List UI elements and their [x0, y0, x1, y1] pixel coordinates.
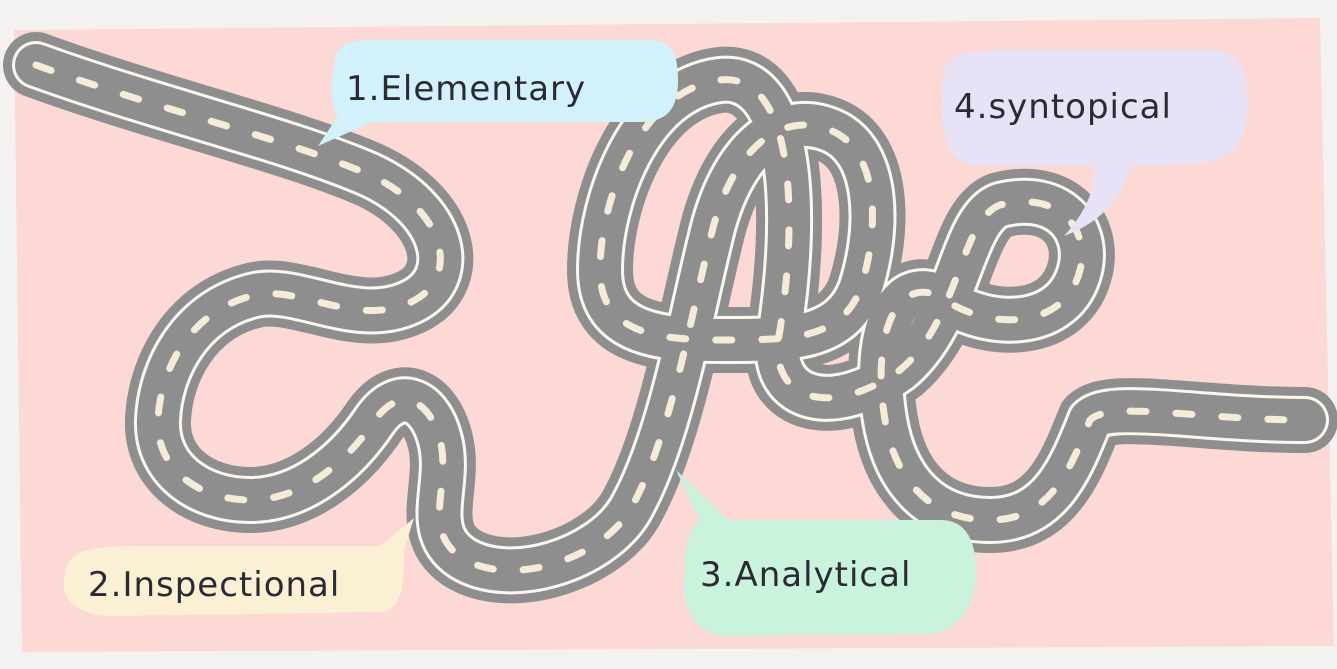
bubble-elementary-shape	[318, 40, 678, 146]
bubble-elementary: 1.Elementary	[318, 40, 678, 146]
bubble-analytical-label: 3.Analytical	[700, 555, 911, 595]
bubble-inspectional: 2.Inspectional	[63, 518, 414, 616]
bubble-elementary-label: 1.Elementary	[346, 69, 586, 109]
bubble-syntopical-shape	[942, 50, 1248, 236]
bubble-inspectional-shape	[63, 518, 414, 616]
bubble-inspectional-label: 2.Inspectional	[88, 565, 340, 605]
bubble-analytical: 3.Analytical	[676, 470, 976, 636]
bubble-syntopical: 4.syntopical	[942, 50, 1248, 236]
road-center-dashes	[32, 61, 1309, 574]
bubble-analytical-shape	[676, 470, 976, 636]
bubble-syntopical-label: 4.syntopical	[954, 87, 1172, 127]
winding-road	[3, 32, 1337, 604]
